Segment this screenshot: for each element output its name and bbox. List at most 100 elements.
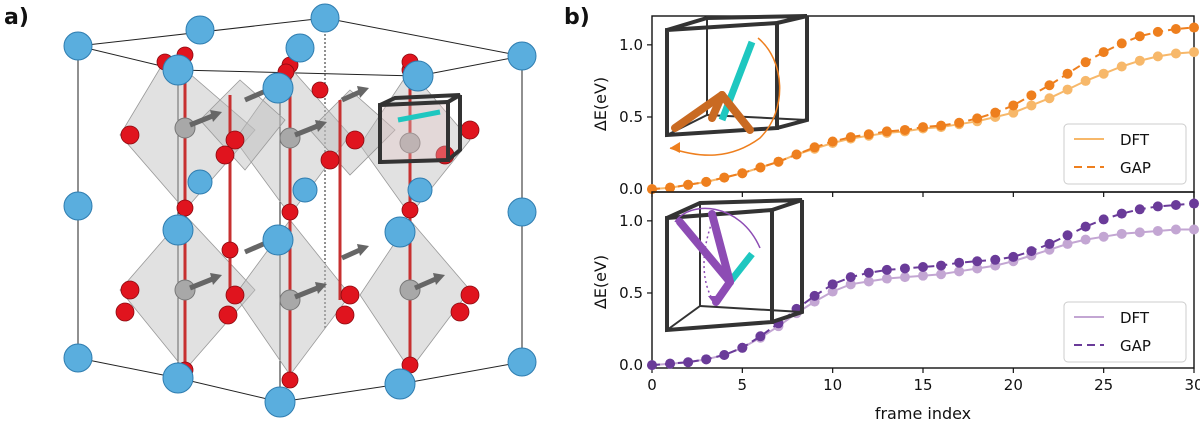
data-point-dft <box>863 276 874 287</box>
data-point-gap <box>899 124 910 135</box>
x-tick-label: 30 <box>1184 376 1200 394</box>
legend-top: DFT GAP <box>1063 123 1187 185</box>
energy-chart-top: 0.0 0.5 1.0 ΔE(eV) <box>591 14 1199 198</box>
a-site-atoms <box>63 3 537 418</box>
data-point-gap <box>899 263 910 274</box>
data-point-dft <box>1170 48 1181 59</box>
data-point-gap <box>936 260 947 271</box>
data-point-dft <box>954 266 965 277</box>
data-point-dft <box>881 273 892 284</box>
data-point-gap <box>773 156 784 167</box>
data-point-gap <box>1008 251 1019 262</box>
data-point-gap <box>809 142 820 153</box>
y-tick-label: 0.5 <box>619 284 643 302</box>
b-site-atom <box>279 127 301 149</box>
data-point-gap <box>791 149 802 160</box>
legend-label-gap-top: GAP <box>1120 159 1151 177</box>
data-point-gap <box>647 360 657 371</box>
data-point-dft <box>1134 227 1145 238</box>
data-point-gap <box>972 113 983 124</box>
data-point-dft <box>899 272 910 283</box>
data-point-gap <box>1044 80 1055 91</box>
data-point-dft <box>827 286 838 297</box>
data-point-gap <box>1080 57 1091 68</box>
data-point-gap <box>863 129 874 140</box>
highlight-cube <box>378 93 462 165</box>
data-point-dft <box>1098 68 1109 79</box>
b-site-atom <box>279 289 301 311</box>
data-point-dft <box>1189 224 1199 235</box>
data-point-dft <box>1062 238 1073 249</box>
data-point-gap <box>972 256 983 267</box>
data-point-dft <box>1044 93 1055 104</box>
legend-label-gap-bottom: GAP <box>1120 337 1151 355</box>
data-point-gap <box>719 172 730 183</box>
data-point-dft <box>1008 107 1019 118</box>
x-tick-label: 10 <box>823 376 842 394</box>
data-point-dft <box>1152 225 1163 236</box>
inset-bottom-rotation-arrow <box>674 207 761 249</box>
data-point-gap <box>1080 221 1091 232</box>
data-point-dft <box>845 279 856 290</box>
b-site-atom <box>399 279 421 301</box>
data-point-gap <box>881 264 892 275</box>
inset-teal-bond <box>727 251 755 285</box>
data-point-gap <box>737 342 748 353</box>
data-point-gap <box>755 162 766 173</box>
x-axis-label: frame index <box>875 404 971 423</box>
data-point-gap <box>683 179 694 190</box>
data-point-dft <box>1080 75 1091 86</box>
data-point-dft <box>1189 47 1199 58</box>
inset-top-arms <box>671 91 754 134</box>
data-point-dft <box>1098 231 1109 242</box>
data-point-gap <box>1026 246 1037 257</box>
data-point-gap <box>881 126 892 137</box>
data-point-dft <box>1062 84 1073 95</box>
b-site-atom <box>399 132 421 154</box>
data-point-gap <box>1008 100 1019 111</box>
panel-a-label: a) <box>4 5 29 30</box>
data-point-gap <box>990 107 1001 118</box>
data-point-gap <box>1116 208 1127 219</box>
data-point-gap <box>737 168 748 179</box>
data-point-dft <box>918 270 928 281</box>
data-point-gap <box>719 350 730 361</box>
inset-bottom-arms <box>676 210 734 306</box>
data-point-dft <box>1116 61 1127 72</box>
data-point-gap <box>954 257 965 268</box>
data-point-gap <box>1062 230 1073 241</box>
data-point-gap <box>1116 38 1127 49</box>
data-point-gap <box>1044 238 1055 249</box>
series-top <box>647 22 1199 195</box>
y-tick-label: 1.0 <box>619 36 643 54</box>
data-point-gap <box>863 267 874 278</box>
y-tick-label: 0.0 <box>619 356 643 374</box>
data-point-gap <box>1170 199 1181 210</box>
data-point-dft <box>1134 55 1145 66</box>
data-point-gap <box>827 279 838 290</box>
data-point-gap <box>936 120 947 131</box>
x-tick-label: 0 <box>647 376 657 394</box>
data-point-gap <box>954 117 965 128</box>
data-point-gap <box>845 132 856 143</box>
inset-top-cube <box>665 14 809 156</box>
data-point-gap <box>809 290 820 301</box>
data-point-gap <box>990 254 1001 265</box>
data-point-gap <box>1134 204 1145 215</box>
data-point-dft <box>936 269 947 280</box>
data-point-gap <box>1026 90 1037 101</box>
data-point-gap <box>1189 198 1199 209</box>
x-tick-label: 25 <box>1094 376 1113 394</box>
data-point-gap <box>1062 68 1073 79</box>
legend-label-dft-bottom: DFT <box>1120 309 1150 327</box>
ticks-bottom: 0.0 0.5 1.0 0 5 10 15 20 25 30 <box>619 212 1200 394</box>
x-tick-label: 15 <box>913 376 932 394</box>
inset-bottom-cube <box>665 198 804 333</box>
data-point-gap <box>701 354 712 365</box>
data-point-gap <box>918 122 928 133</box>
y-axis-label-top: ΔE(eV) <box>591 77 610 131</box>
data-point-dft <box>1152 51 1163 62</box>
y-tick-label: 0.5 <box>619 108 643 126</box>
data-point-dft <box>972 263 983 274</box>
y-tick-label: 1.0 <box>619 212 643 230</box>
